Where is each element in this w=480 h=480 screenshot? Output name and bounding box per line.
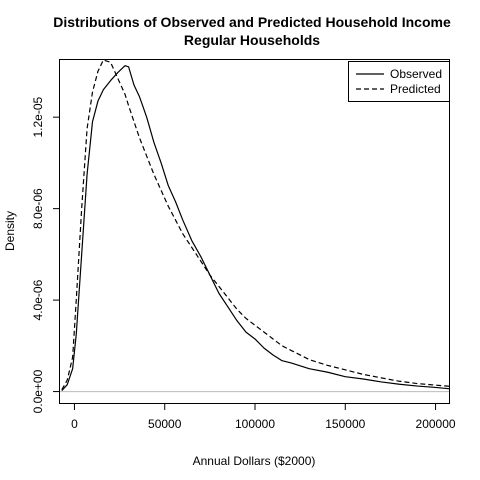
chart-title: Distributions of Observed and Predicted … bbox=[53, 14, 451, 30]
legend-label-predicted: Predicted bbox=[390, 82, 441, 96]
chart-subtitle: Regular Households bbox=[184, 32, 320, 48]
legend-box bbox=[348, 61, 450, 102]
y-tick-label: 1.2e-05 bbox=[31, 96, 45, 137]
x-tick-label: 50000 bbox=[148, 417, 182, 431]
x-axis: 0 50000 100000 150000 200000 bbox=[71, 403, 456, 431]
y-axis-label: Density bbox=[3, 211, 17, 251]
y-tick-label: 0.0e+00 bbox=[31, 369, 45, 413]
x-axis-label: Annual Dollars ($2000) bbox=[193, 454, 316, 468]
x-tick-label: 200000 bbox=[416, 417, 456, 431]
x-tick-label: 100000 bbox=[235, 417, 275, 431]
x-tick-label: 150000 bbox=[325, 417, 365, 431]
plot-frame bbox=[59, 59, 450, 404]
series-line-observed bbox=[61, 65, 451, 392]
legend-label-observed: Observed bbox=[390, 67, 442, 81]
x-tick-label: 0 bbox=[71, 417, 78, 431]
plot-area bbox=[59, 59, 451, 404]
series-line-predicted bbox=[61, 59, 451, 391]
series-lines bbox=[61, 59, 451, 392]
y-axis: 0.0e+00 4.0e-06 8.0e-06 1.2e-05 bbox=[31, 96, 60, 413]
legend: Observed Predicted bbox=[348, 61, 450, 102]
y-tick-label: 8.0e-06 bbox=[31, 188, 45, 229]
y-tick-label: 4.0e-06 bbox=[31, 279, 45, 320]
